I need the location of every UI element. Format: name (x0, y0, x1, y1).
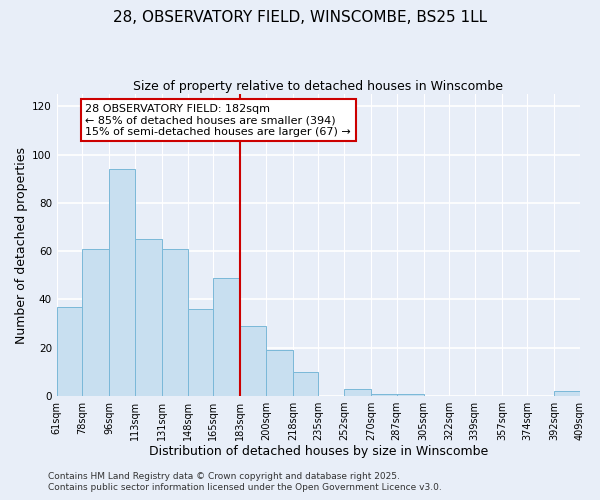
Bar (240, 326, 266, 396)
Bar (188, 309, 213, 396)
Bar (135, 239, 162, 396)
Bar (293, 372, 319, 396)
Bar (82, 248, 109, 396)
Text: 28, OBSERVATORY FIELD, WINSCOMBE, BS25 1LL: 28, OBSERVATORY FIELD, WINSCOMBE, BS25 1… (113, 10, 487, 25)
Bar (213, 278, 240, 396)
Bar (57, 306, 82, 396)
Title: Size of property relative to detached houses in Winscombe: Size of property relative to detached ho… (133, 80, 503, 93)
X-axis label: Distribution of detached houses by size in Winscombe: Distribution of detached houses by size … (149, 444, 488, 458)
Text: Contains HM Land Registry data © Crown copyright and database right 2025.
Contai: Contains HM Land Registry data © Crown c… (48, 472, 442, 492)
Bar (371, 394, 397, 396)
Bar (109, 169, 135, 396)
Text: 28 OBSERVATORY FIELD: 182sqm
← 85% of detached houses are smaller (394)
15% of s: 28 OBSERVATORY FIELD: 182sqm ← 85% of de… (85, 104, 351, 137)
Bar (266, 350, 293, 396)
Bar (344, 388, 371, 396)
Bar (397, 394, 424, 396)
Bar (554, 391, 580, 396)
Y-axis label: Number of detached properties: Number of detached properties (15, 146, 28, 344)
Bar (162, 248, 188, 396)
